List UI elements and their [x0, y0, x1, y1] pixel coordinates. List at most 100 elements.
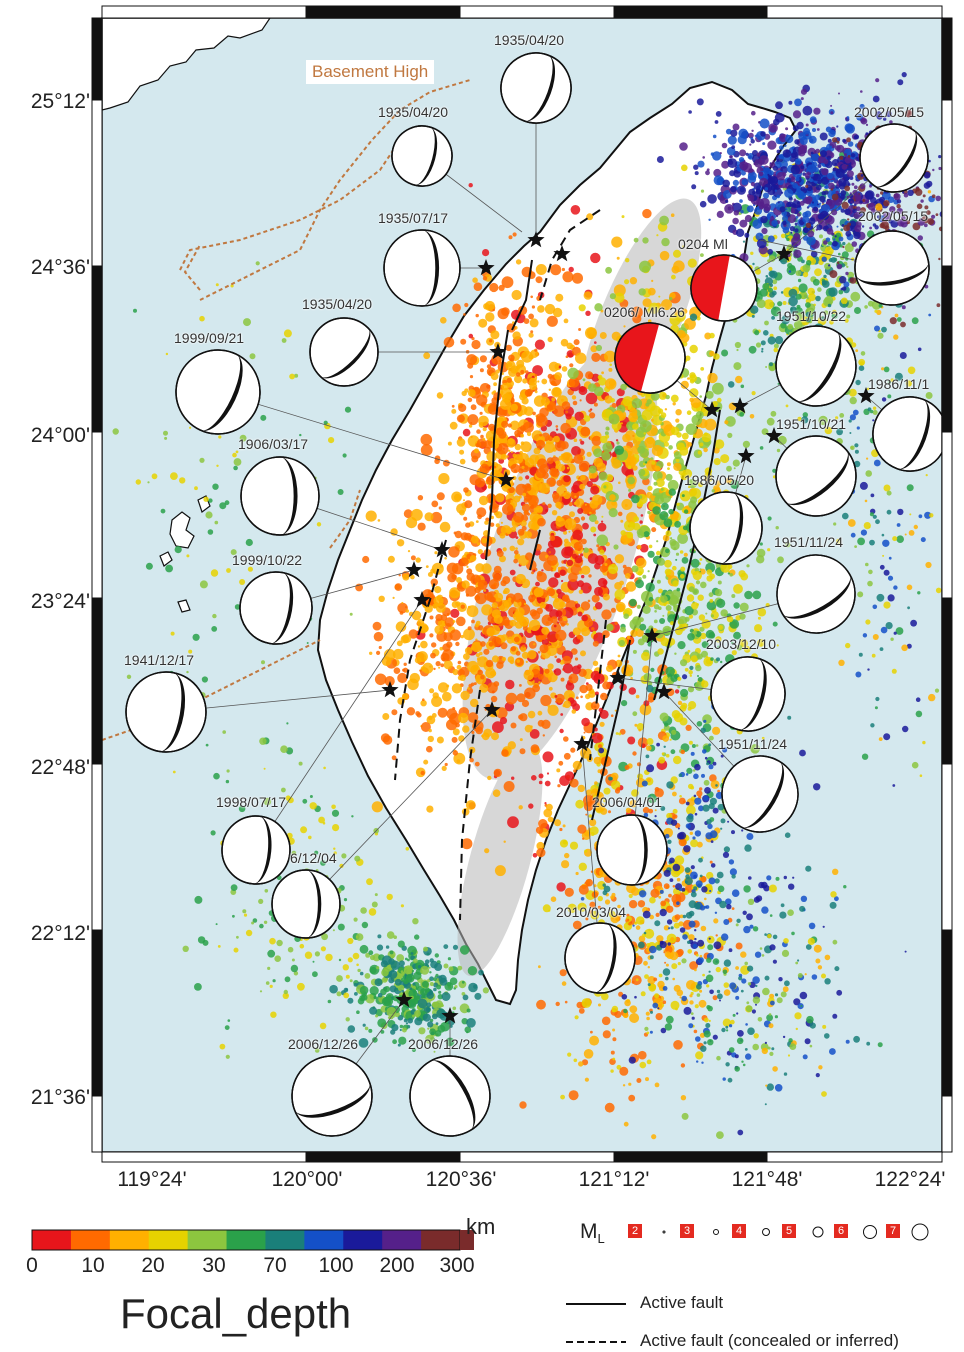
magnitude-legend-value: 2	[628, 1224, 642, 1238]
focal-mechanism-beachball	[854, 230, 930, 306]
basement-high-label: Basement High	[306, 60, 435, 84]
epicenter-star	[413, 591, 431, 608]
magnitude-legend-value: 4	[732, 1224, 746, 1238]
focal-mechanism-beachball	[291, 1055, 373, 1137]
focal-mechanism-beachball	[564, 922, 636, 994]
mechanism-date-label: 1935/04/20	[494, 32, 565, 48]
magnitude-circle	[863, 1225, 877, 1239]
active-faults	[485, 259, 721, 821]
depth-color-segment	[382, 1230, 422, 1250]
magnitude-legend-value: 5	[782, 1224, 796, 1238]
focal-mechanism-beachball	[689, 491, 763, 565]
depth-colorbar	[31, 1229, 461, 1251]
magnitude-legend-symbols	[662, 1223, 929, 1241]
epicenter-star	[737, 447, 755, 464]
focal-mechanisms	[125, 52, 942, 1137]
longitude-label: 120°00'	[271, 1168, 343, 1191]
mechanism-date-label: 2006/12/26	[288, 1036, 359, 1052]
epicenter-star	[441, 1007, 459, 1024]
epicenter-star	[609, 669, 627, 686]
mechanism-date-label: 1999/09/21	[174, 330, 245, 346]
focal-mechanism-beachball	[500, 52, 572, 124]
depth-legend-title: Focal_depth	[120, 1290, 352, 1337]
epicenter-star	[553, 245, 571, 262]
magnitude-legend-subscript: L	[597, 1231, 605, 1247]
mechanism-date-label: 1935/04/20	[302, 296, 373, 312]
depth-tick-label: 30	[202, 1254, 226, 1277]
depth-color-segment	[304, 1230, 344, 1250]
epicenter-star	[643, 627, 661, 644]
longitude-label: 121°48'	[731, 1168, 803, 1191]
mechanism-date-label: 1935/07/17	[378, 210, 449, 226]
mechanism-date-label: 2002/05/15	[858, 208, 929, 224]
focal-mechanism-beachball	[776, 554, 856, 634]
depth-tick-label: 70	[263, 1254, 287, 1277]
depth-color-segment	[70, 1230, 111, 1250]
focal-mechanism-beachball	[872, 396, 942, 472]
penghu-islands	[159, 495, 211, 613]
epicenter-star	[477, 259, 495, 276]
latitude-label: 24°36'	[30, 256, 90, 279]
mechanism-date-label: 1986/05/20	[684, 472, 755, 488]
map-frame-bars	[91, 5, 953, 1163]
longitude-label: 119°24'	[117, 1168, 187, 1191]
focal-mechanism-beachball	[409, 1055, 491, 1137]
depth-tick-label: 20	[141, 1254, 165, 1277]
magnitude-circle	[662, 1230, 666, 1234]
focal-mechanism-beachball	[271, 869, 341, 939]
epicenter-star	[655, 683, 673, 700]
epicenter-stars	[381, 231, 875, 1024]
depth-color-segment	[421, 1230, 461, 1250]
mechanism-date-label: 1986/11/1	[868, 376, 930, 392]
focal-mechanism-beachball	[721, 755, 799, 833]
mechanism-date-label: 1941/12/17	[124, 652, 195, 668]
magnitude-legend-title-text: M	[580, 1220, 598, 1243]
latitude-label: 24°00'	[30, 424, 90, 447]
legend-concealed-fault-label: Active fault (concealed or inferred)	[640, 1331, 899, 1350]
focal-mechanism-beachball	[239, 571, 313, 645]
focal-mechanism-beachball	[383, 229, 461, 307]
epicenter-star	[433, 541, 451, 558]
latitude-label: 22°48'	[30, 756, 90, 779]
mechanism-date-label: 1935/04/20	[378, 104, 449, 120]
mechanism-date-label: 2002/05/15	[854, 104, 925, 120]
latitude-label: 25°12'	[30, 90, 90, 113]
magnitude-legend-value: 3	[680, 1224, 694, 1238]
depth-color-segment	[226, 1230, 266, 1250]
mechanism-date-label: 1906/03/17	[238, 436, 309, 452]
magnitude-circle	[713, 1229, 719, 1235]
epicenter-star	[483, 701, 501, 718]
latitude-label: 22°12'	[30, 922, 90, 945]
longitude-label: 120°36'	[425, 1168, 497, 1191]
focal-mechanism-beachball	[221, 815, 291, 885]
mechanism-date-label: 1951/10/22	[776, 308, 847, 324]
legend-active-fault-label: Active fault	[640, 1293, 724, 1312]
epicenter-star	[527, 231, 545, 248]
depth-unit-label: km	[466, 1214, 496, 1239]
latitude-label: 21°36'	[30, 1086, 90, 1109]
depth-tick-label: 200	[379, 1254, 415, 1277]
depth-color-segment	[109, 1230, 150, 1250]
focal-mechanism-beachball	[690, 254, 758, 322]
depth-color-segment	[148, 1230, 189, 1250]
magnitude-legend-title: ML	[580, 1220, 605, 1246]
mechanism-date-label: 2010/03/04	[556, 904, 627, 920]
mechanism-date-label: 6/12/04	[290, 850, 337, 866]
focal-mechanism-beachball	[125, 671, 207, 753]
focal-mechanism-beachball	[175, 349, 261, 435]
epicenter-star	[489, 343, 507, 360]
mechanism-date-label: 1951/11/24	[718, 736, 788, 752]
depth-color-segment	[343, 1230, 383, 1250]
magnitude-circle	[911, 1223, 929, 1241]
mechanism-date-label: 1951/11/24	[774, 534, 844, 550]
focal-mechanism-beachball	[859, 123, 929, 193]
depth-color-segment	[265, 1230, 305, 1250]
magnitude-legend-value: 7	[886, 1224, 900, 1238]
focal-mechanism-beachball	[614, 322, 686, 394]
epicenter-star	[731, 397, 749, 414]
mechanism-date-label: 1951/10/21	[776, 416, 847, 432]
mechanism-date-label: 1999/10/22	[232, 552, 303, 568]
depth-tick-label: 100	[318, 1254, 354, 1277]
mechanism-date-label: 2006/12/26	[408, 1036, 479, 1052]
